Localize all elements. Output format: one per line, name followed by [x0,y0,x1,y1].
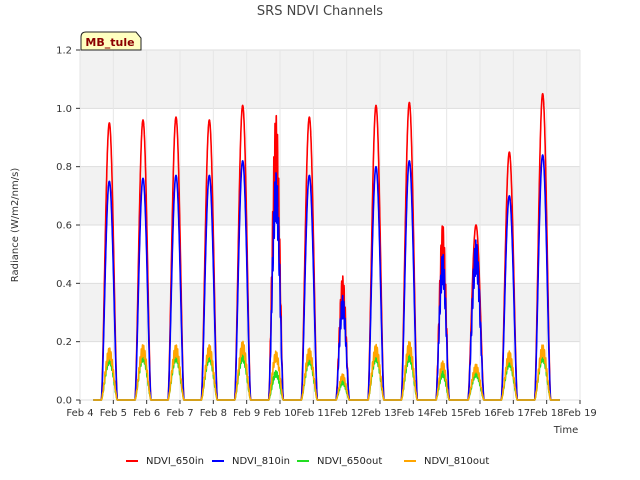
y-tick-label: 0.6 [56,221,72,232]
x-tick-label: Feb 8 [200,408,227,419]
x-axis-ticks: Feb 4 Feb 5 Feb 6 Feb 7 Feb 8 Feb 9 Feb 10 Feb … [66,400,597,419]
x-tick-label: Feb 11 [297,408,331,419]
y-tick-label: 1.2 [56,46,72,57]
x-tick-label: Feb 10 [263,408,297,419]
x-tick-label: Feb 19 [563,408,597,419]
legend: NDVI_650in NDVI_810in NDVI_650out NDVI_810o… [126,456,489,467]
x-tick-label: Feb 18 [530,408,564,419]
x-tick-label: Feb 14 [397,408,431,419]
series-layer [92,92,561,401]
y-axis-label: Radiance (W/m2/nm/s) [10,168,21,283]
site-badge-label: MB_tule [85,36,134,49]
x-tick-label: Feb 4 [66,408,93,419]
x-tick-label: Feb 16 [463,408,497,419]
x-tick-label: Feb 12 [330,408,364,419]
x-tick-label: Feb 17 [497,408,531,419]
y-tick-label: 0.0 [56,396,72,407]
chart-title: SRS NDVI Channels [257,4,383,19]
y-tick-label: 0.4 [56,279,72,290]
x-tick-label: Feb 15 [430,408,464,419]
site-badge-box [80,31,142,51]
site-badge: MB_tule [80,31,142,51]
legend-label-NDVI_810in: NDVI_810in [232,456,290,467]
x-tick-label: Feb 5 [100,408,127,419]
plot-band [80,283,580,342]
legend-label-NDVI_810out: NDVI_810out [424,456,489,467]
x-tick-label: Feb 6 [133,408,160,419]
y-tick-label: 0.8 [56,162,72,173]
series-line-NDVI_810out [92,340,561,401]
x-tick-label: Feb 13 [363,408,397,419]
plot-band [80,166,580,225]
y-tick-label: 0.2 [56,337,72,348]
x-axis-label: Time [553,425,578,436]
x-tick-label: Feb 7 [166,408,193,419]
plot-band [80,50,580,109]
legend-label-NDVI_650in: NDVI_650in [146,456,204,467]
y-axis-ticks: 0.0 0.2 0.4 0.6 0.8 1.0 1.2 [56,46,80,407]
y-tick-label: 1.0 [56,104,72,115]
legend-label-NDVI_650out: NDVI_650out [317,456,382,467]
x-tick-label: Feb 9 [233,408,260,419]
